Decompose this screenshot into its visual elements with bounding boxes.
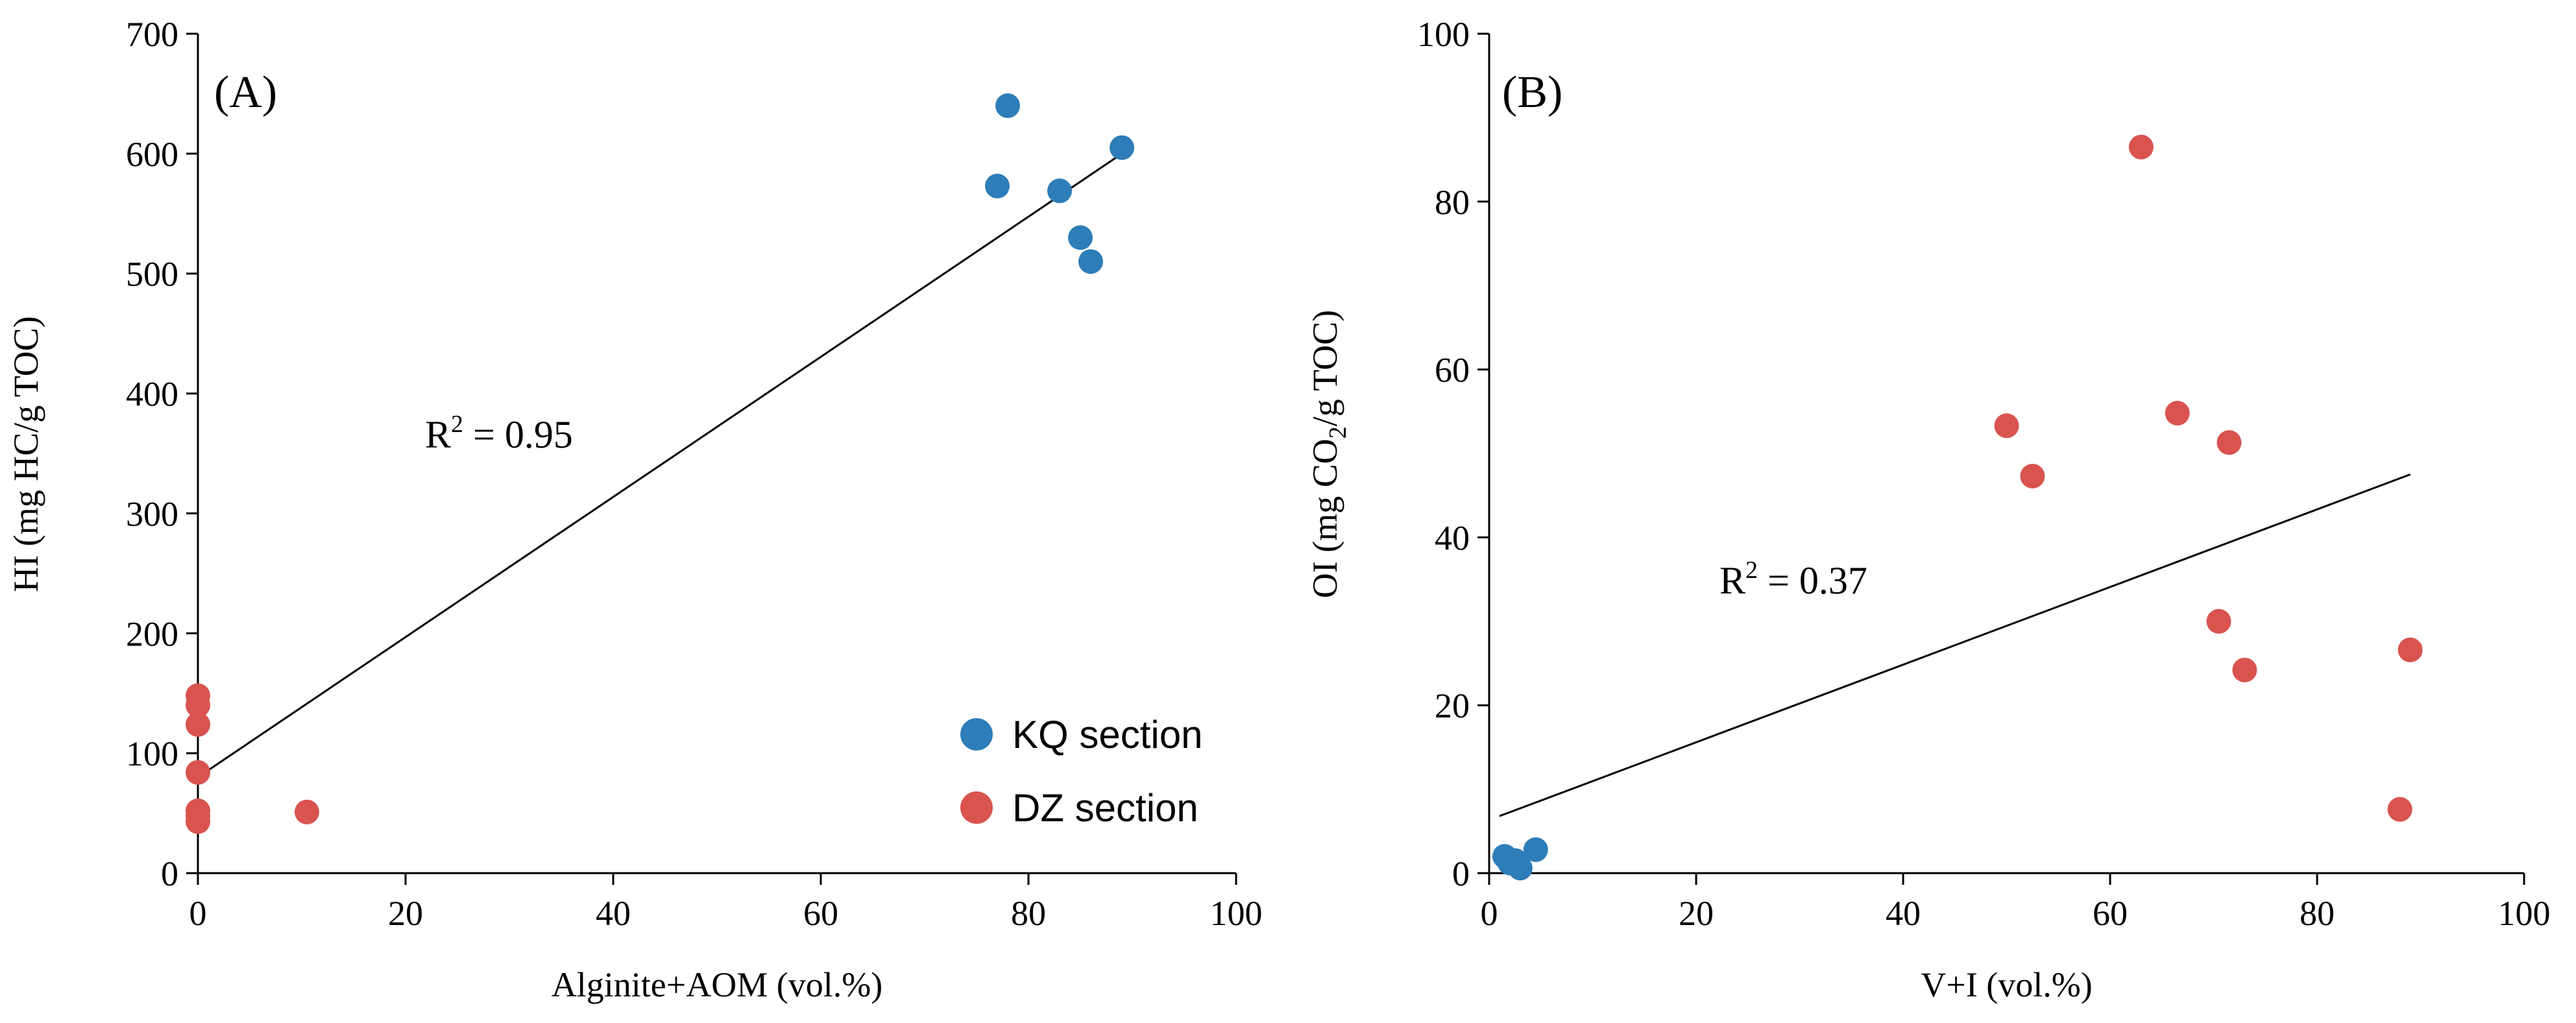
trendline xyxy=(1499,473,2411,817)
x-tick-label: 60 xyxy=(803,894,838,933)
x-tick-label: 0 xyxy=(1481,894,1498,933)
data-point xyxy=(2398,637,2423,662)
data-point xyxy=(186,693,210,718)
x-tick-label: 60 xyxy=(2093,894,2128,933)
data-point xyxy=(186,809,210,834)
y-tick-label: 600 xyxy=(126,135,178,174)
x-tick-label: 20 xyxy=(388,894,423,933)
y-tick-label: 200 xyxy=(126,614,178,653)
series-kq xyxy=(985,93,1134,274)
data-point xyxy=(295,799,319,824)
y-tick-label: 700 xyxy=(126,15,178,54)
data-point xyxy=(1047,178,1072,204)
panel-label: (B) xyxy=(1502,67,1562,117)
data-point xyxy=(2128,134,2154,160)
panel-label: (A) xyxy=(214,67,277,117)
x-tick-label: 40 xyxy=(1886,894,1921,933)
series-kq xyxy=(1492,837,1548,881)
data-point xyxy=(2232,657,2257,682)
r2-annotation: R2 = 0.37 xyxy=(1719,557,1867,602)
data-point xyxy=(2165,400,2190,426)
data-point xyxy=(1068,225,1093,250)
x-tick-label: 80 xyxy=(2300,894,2335,933)
x-tick-label: 100 xyxy=(2498,894,2551,933)
x-tick-label: 0 xyxy=(189,894,207,933)
x-axis-title: V+I (vol.%) xyxy=(1921,965,2092,1004)
y-axis-title: OI (mg CO2/g TOC) xyxy=(1306,310,1352,599)
y-tick-label: 100 xyxy=(1417,15,1470,54)
data-point xyxy=(1110,135,1134,160)
legend: KQ section DZ section xyxy=(960,713,1202,830)
y-tick-label: 20 xyxy=(1435,686,1470,725)
legend-marker xyxy=(960,718,993,751)
legend-marker xyxy=(960,791,993,824)
data-point xyxy=(186,712,210,737)
data-point xyxy=(2217,430,2242,455)
data-point xyxy=(2020,463,2045,488)
data-point xyxy=(1523,837,1548,862)
trendline xyxy=(197,152,1123,778)
series-dz xyxy=(1994,134,2423,822)
r2-annotation: R2 = 0.95 xyxy=(425,411,573,456)
y-tick-label: 0 xyxy=(161,854,178,893)
y-tick-label: 300 xyxy=(126,494,178,533)
y-tick-label: 80 xyxy=(1435,183,1470,222)
data-point xyxy=(1994,413,2019,439)
x-tick-label: 20 xyxy=(1679,894,1714,933)
chart-panel-a: 0 100 200 300 400 500 600 700 0 20 40 60 80 100 Algini… xyxy=(6,15,1263,1004)
legend-label: DZ section xyxy=(1012,786,1198,830)
y-tick-label: 100 xyxy=(126,734,178,773)
data-point xyxy=(995,93,1020,118)
y-tick-label: 400 xyxy=(126,375,178,414)
data-point xyxy=(186,760,210,785)
data-point xyxy=(2387,797,2412,822)
x-tick-label: 80 xyxy=(1011,894,1046,933)
x-axis-title: Alginite+AOM (vol.%) xyxy=(552,965,882,1004)
data-point xyxy=(985,173,1010,199)
y-axis-title: HI (mg HC/g TOC) xyxy=(6,316,45,592)
y-tick-label: 0 xyxy=(1452,854,1470,893)
series-dz xyxy=(186,683,319,834)
legend-label: KQ section xyxy=(1012,713,1202,756)
chart-panel-b: 0 20 40 60 80 100 0 20 40 60 80 100 V+I (vol.%) OI (m… xyxy=(1306,15,2551,1004)
x-tick-label: 100 xyxy=(1210,894,1263,933)
y-tick-label: 500 xyxy=(126,255,178,294)
data-point xyxy=(1078,249,1103,274)
data-point xyxy=(2206,608,2231,634)
y-tick-label: 60 xyxy=(1435,351,1470,390)
y-tick-label: 40 xyxy=(1435,518,1470,557)
x-tick-label: 40 xyxy=(596,894,631,933)
data-point xyxy=(1497,850,1522,876)
